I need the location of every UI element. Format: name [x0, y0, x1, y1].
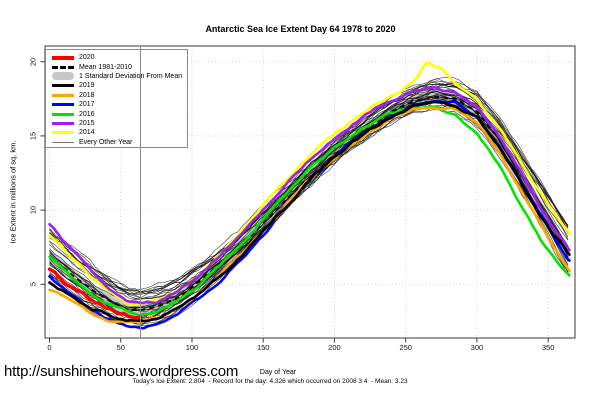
plot-border [44, 45, 576, 339]
x-tick-label: 150 [256, 343, 270, 352]
series-other-year [49, 90, 569, 309]
y-tick-label: 5 [28, 282, 38, 287]
legend-item-2015: 2015 [46, 119, 187, 128]
y-axis-title: Ice Extent in millions of sq. km. [8, 140, 18, 244]
series-2016 [48, 105, 571, 317]
series-2019 [48, 100, 571, 323]
legend-line-sample [52, 84, 74, 88]
legend-item-mean-1981-2010: Mean 1981-2010 [46, 62, 187, 71]
series-other-year [49, 82, 569, 294]
legend-line-sample [52, 55, 74, 60]
legend-item-label: 2020 [79, 54, 95, 62]
legend-line-sample [52, 103, 74, 107]
legend-swatch-thick-line [52, 55, 74, 60]
x-tick-label: 0 [47, 343, 52, 352]
series-other-year [49, 97, 569, 309]
series-other-year [49, 86, 569, 295]
legend-swatch-thick-line [52, 84, 74, 88]
legend-swatch-thick-line [52, 103, 74, 107]
x-tick-label: 350 [541, 343, 555, 352]
legend-swatch-dashed-line [52, 65, 74, 69]
x-tick-label: 100 [185, 343, 199, 352]
legend-item-2018: 2018 [46, 91, 187, 100]
legend: 2020 Mean 1981-2010 1 Standard Deviation F… [45, 49, 188, 148]
legend-swatch-thin-line [52, 141, 74, 143]
source-url: http://sunshinehours.wordpress.com [4, 363, 239, 380]
legend-item-1-standard-deviation-from-mean: 1 Standard Deviation From Mean [46, 72, 187, 81]
series-other-year [49, 93, 569, 313]
x-tick-label: 200 [328, 343, 341, 352]
series-2014 [48, 61, 571, 307]
legend-item-every-other-year: Every Other Year [46, 138, 187, 147]
legend-line-sample [52, 72, 74, 81]
x-tick-label: 300 [470, 343, 484, 352]
y-tick-label: 20 [28, 57, 38, 66]
legend-line-sample [52, 121, 74, 125]
x-tick-label: 250 [399, 343, 412, 352]
legend-item-2016: 2016 [46, 109, 187, 118]
current-value-annotation: 2.804 [144, 312, 161, 319]
legend-line-sample [52, 131, 74, 135]
y-tick-label: 10 [28, 205, 38, 215]
legend-item-label: 2018 [79, 91, 95, 99]
legend-item-2019: 2019 [46, 81, 187, 90]
legend-item-label: 2014 [79, 129, 95, 137]
legend-item-label: 1 Standard Deviation From Mean [79, 72, 183, 80]
legend-item-2017: 2017 [46, 100, 187, 109]
legend-item-2014: 2014 [46, 128, 187, 137]
legend-line-sample [52, 93, 74, 97]
legend-line-sample [52, 141, 74, 143]
legend-item-label: 2015 [79, 119, 95, 127]
day-64-marker-line [140, 46, 141, 338]
legend-item-label: Mean 1981-2010 [79, 63, 132, 71]
y-tick-label: 15 [28, 131, 38, 141]
legend-item-label: Every Other Year [79, 138, 133, 146]
legend-item-label: 2019 [79, 82, 95, 90]
series-other-year [49, 86, 569, 299]
chart-title: Antarctic Sea Ice Extent Day 64 1978 to … [205, 24, 396, 34]
x-tick-label: 50 [116, 343, 125, 352]
footer-stats: Today's Ice Extent: 2.804 - Record for t… [132, 378, 408, 385]
series-2020 [47, 267, 143, 320]
legend-swatch-band [52, 72, 74, 81]
legend-line-sample [52, 112, 74, 116]
legend-item-2020: 2020 [46, 53, 187, 62]
legend-item-label: 2017 [79, 101, 95, 109]
legend-swatch-thick-line [52, 121, 74, 125]
series-other-year [49, 82, 569, 295]
x-axis-title: Day of Year [259, 369, 297, 376]
legend-swatch-thick-line [52, 112, 74, 116]
legend-item-label: 2016 [79, 110, 95, 118]
legend-swatch-thick-line [52, 93, 74, 97]
series-other-year [49, 96, 569, 311]
series-2015 [48, 85, 571, 305]
legend-line-sample [52, 65, 74, 69]
legend-swatch-thick-line [52, 131, 74, 135]
